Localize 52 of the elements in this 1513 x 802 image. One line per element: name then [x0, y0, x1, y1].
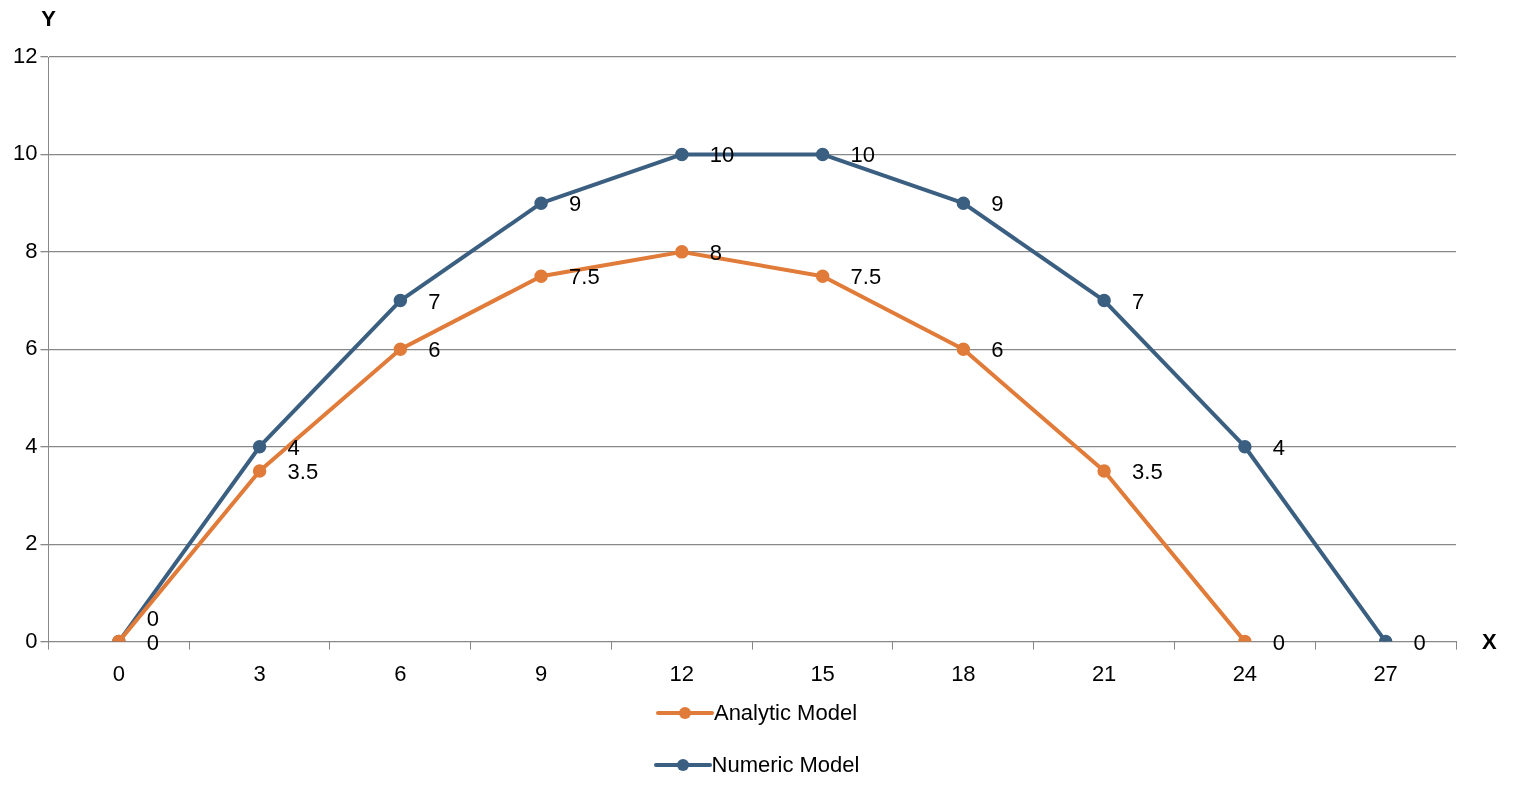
data-label: 6: [991, 337, 1004, 363]
y-tick-label: 2: [25, 530, 38, 556]
legend-label: Analytic Model: [713, 700, 858, 726]
point: [534, 196, 548, 210]
data-label: 7: [428, 288, 441, 314]
point: [956, 196, 971, 210]
y-tick-label: 8: [25, 237, 38, 263]
data-label: 6: [428, 337, 441, 363]
data-label: 0: [146, 605, 160, 631]
data-label: 9: [991, 191, 1004, 217]
x-tick-label: 9: [534, 660, 548, 686]
y-tick-label: 12: [12, 43, 38, 69]
y-tick-label: 6: [25, 335, 38, 361]
x-tick-label: 3: [253, 660, 266, 686]
point: [675, 147, 689, 162]
legend-label: Numeric Model: [711, 752, 860, 778]
point: [252, 439, 267, 454]
point: [534, 269, 548, 283]
data-label: 3.5: [287, 459, 319, 485]
data-label: 9: [569, 191, 582, 217]
y-tick-label: 4: [25, 432, 38, 458]
point: [815, 147, 830, 162]
data-label: 7.5: [850, 264, 882, 290]
point: [393, 342, 408, 357]
x-tick-label: 27: [1373, 660, 1398, 686]
x-axis-title: X: [1482, 628, 1497, 654]
data-label: 0: [1413, 629, 1426, 655]
x-tick-label: 21: [1091, 660, 1117, 686]
x-tick-label: 18: [951, 660, 976, 686]
point: [675, 245, 689, 259]
point: [815, 269, 830, 283]
data-label: 0: [146, 629, 160, 655]
point: [1238, 439, 1252, 454]
x-tick-label: 12: [669, 660, 695, 686]
data-label: 7.5: [569, 264, 600, 290]
data-label: 3.5: [1132, 459, 1163, 485]
point: [956, 342, 971, 357]
y-axis-title: Y: [41, 6, 57, 32]
x-tick-label: 24: [1232, 660, 1258, 686]
data-label: 7: [1132, 288, 1145, 314]
data-label: 4: [1272, 434, 1286, 460]
point: [1097, 293, 1111, 308]
y-tick-label: 10: [12, 140, 38, 166]
data-label: 10: [850, 142, 876, 168]
point: [393, 293, 408, 308]
point: [252, 464, 267, 478]
x-tick-label: 0: [112, 660, 125, 686]
data-label: 0: [1272, 629, 1286, 655]
x-tick-label: 6: [394, 660, 407, 686]
y-tick-label: 0: [25, 627, 38, 653]
point: [1097, 464, 1111, 478]
x-tick-label: 15: [810, 660, 835, 686]
